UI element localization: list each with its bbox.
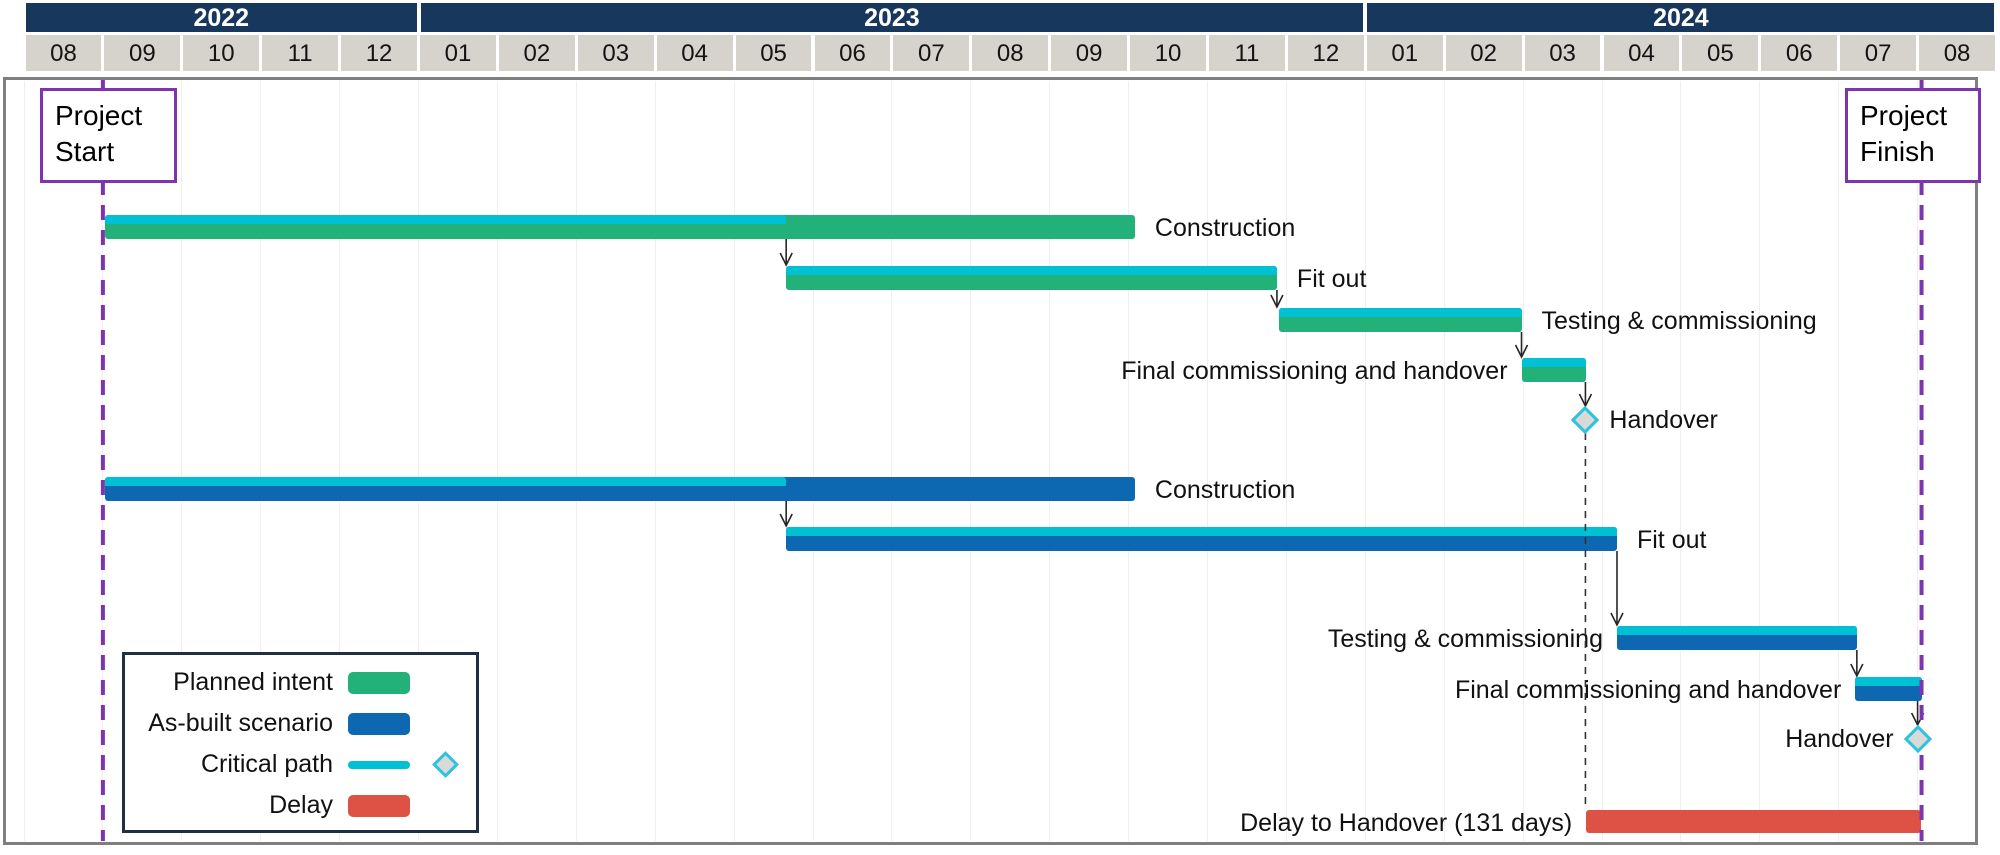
legend-row-as-built: As-built scenario (125, 703, 476, 744)
month-cell-2023-02: 02 (498, 35, 575, 71)
month-cell-2023-09: 09 (1051, 35, 1128, 71)
legend-label-delay: Delay (269, 791, 333, 819)
month-cell-2022-11: 11 (262, 35, 339, 71)
month-cell-2024-08: 08 (1919, 35, 1995, 71)
critical-path-strip-planned-0 (105, 215, 787, 224)
year-band-2024: 2024 (1367, 3, 1995, 32)
task-bar-asbuilt-3 (1855, 677, 1923, 701)
legend-label-planned-intent: Planned intent (173, 668, 333, 696)
month-cell-2024-05: 05 (1682, 35, 1759, 71)
gridline-month-12 (970, 81, 972, 841)
month-cell-2024-04: 04 (1603, 35, 1680, 71)
month-cell-2024-03: 03 (1524, 35, 1601, 71)
task-label-asbuilt-1: Fit out (1636, 526, 1707, 554)
gridline-month-15 (1207, 81, 1208, 841)
critical-path-strip-planned-3 (1521, 358, 1587, 367)
legend-row-critical-path: Critical path (125, 744, 476, 785)
gridline-month-10 (812, 81, 814, 841)
critical-path-strip-planned-1 (786, 266, 1277, 275)
month-cell-2024-07: 07 (1840, 35, 1917, 71)
task-bar-planned-0 (105, 215, 1135, 239)
gridline-month-16 (1285, 81, 1287, 841)
month-cell-2023-10: 10 (1130, 35, 1206, 71)
task-bar-planned-3 (1521, 358, 1587, 382)
month-cell-2023-12: 12 (1287, 35, 1364, 71)
delay-bar (1586, 810, 1921, 833)
gridline-month-0 (23, 81, 25, 841)
gridline-month-8 (654, 81, 656, 841)
month-cell-2023-07: 07 (893, 35, 970, 71)
critical-path-strip-asbuilt-1 (786, 527, 1617, 536)
month-cell-2024-02: 02 (1445, 35, 1522, 71)
project-start-label: Project Start (55, 100, 143, 167)
gridline-month-23 (1838, 81, 1840, 841)
critical-path-strip-asbuilt-3 (1855, 677, 1923, 686)
legend-swatch-delay (348, 794, 410, 817)
gridline-month-19 (1522, 81, 1524, 841)
legend-label-critical-path: Critical path (201, 750, 333, 778)
task-bar-asbuilt-0 (105, 477, 1135, 501)
legend-swatch-critical-path-line (348, 760, 410, 769)
critical-path-strip-planned-2 (1278, 308, 1522, 317)
gridline-month-4 (339, 81, 341, 841)
gridline-month-20 (1601, 81, 1603, 841)
project-start-box: Project Start (40, 88, 177, 183)
task-bar-planned-1 (786, 266, 1277, 290)
month-cell-2022-08: 08 (25, 35, 102, 71)
legend-label-as-built: As-built scenario (148, 709, 333, 737)
gridline-month-21 (1680, 81, 1682, 841)
project-finish-label: Project Finish (1860, 100, 1948, 167)
gridline-month-22 (1759, 81, 1761, 841)
month-cell-2023-08: 08 (972, 35, 1049, 71)
month-cell-2023-11: 11 (1209, 35, 1285, 71)
year-band-2022: 2022 (26, 3, 417, 32)
gridline-month-1 (102, 81, 104, 841)
month-cell-2023-01: 01 (420, 35, 496, 71)
month-cell-2023-05: 05 (735, 35, 812, 71)
legend-row-delay: Delay (125, 785, 476, 826)
gridline-month-9 (733, 81, 735, 841)
task-bar-asbuilt-2 (1616, 626, 1857, 650)
task-label-planned-2: Testing & commissioning (1541, 307, 1817, 335)
legend: Planned intent As-built scenario Critica… (122, 652, 479, 833)
delay-label: Delay to Handover (131 days) (1240, 809, 1573, 837)
legend-row-planned-intent: Planned intent (125, 662, 476, 703)
month-cell-2024-06: 06 (1761, 35, 1838, 71)
month-cell-2022-12: 12 (341, 35, 417, 71)
gridline-month-3 (260, 81, 262, 841)
milestone-label-asbuilt: Handover (1785, 725, 1894, 753)
legend-swatch-as-built (348, 712, 410, 735)
gridline-month-17 (1364, 81, 1366, 841)
gridline-month-18 (1443, 81, 1445, 841)
month-cell-2023-06: 06 (814, 35, 891, 71)
gridline-month-5 (418, 81, 419, 841)
gridline-month-7 (575, 81, 577, 841)
month-cell-2023-04: 04 (656, 35, 733, 71)
month-cell-2022-09: 09 (104, 35, 181, 71)
critical-path-strip-asbuilt-0 (105, 477, 787, 486)
gridline-month-14 (1128, 81, 1130, 841)
task-label-planned-3: Final commissioning and handover (1121, 357, 1508, 385)
legend-milestone-diamond-icon (432, 751, 459, 778)
task-bar-asbuilt-1 (786, 527, 1617, 551)
task-label-asbuilt-2: Testing & commissioning (1327, 625, 1603, 653)
task-label-planned-0: Construction (1154, 214, 1296, 242)
task-label-asbuilt-3: Final commissioning and handover (1454, 676, 1842, 704)
task-label-planned-1: Fit out (1296, 265, 1367, 293)
year-band-2023: 2023 (420, 3, 1364, 32)
milestone-label-planned: Handover (1609, 406, 1718, 434)
gridline-month-24 (1917, 81, 1919, 841)
month-cell-2022-10: 10 (183, 35, 260, 71)
gridline-month-11 (891, 81, 893, 841)
task-bar-planned-2 (1278, 308, 1522, 332)
month-cell-2023-03: 03 (577, 35, 654, 71)
gridline-month-13 (1049, 81, 1051, 841)
project-finish-box: Project Finish (1845, 88, 1981, 183)
legend-swatch-planned-intent (348, 671, 410, 694)
month-cell-2024-01: 01 (1366, 35, 1443, 71)
gridline-month-6 (496, 81, 498, 841)
gridline-month-2 (181, 81, 183, 841)
task-label-asbuilt-0: Construction (1154, 476, 1296, 504)
critical-path-strip-asbuilt-2 (1616, 626, 1857, 635)
